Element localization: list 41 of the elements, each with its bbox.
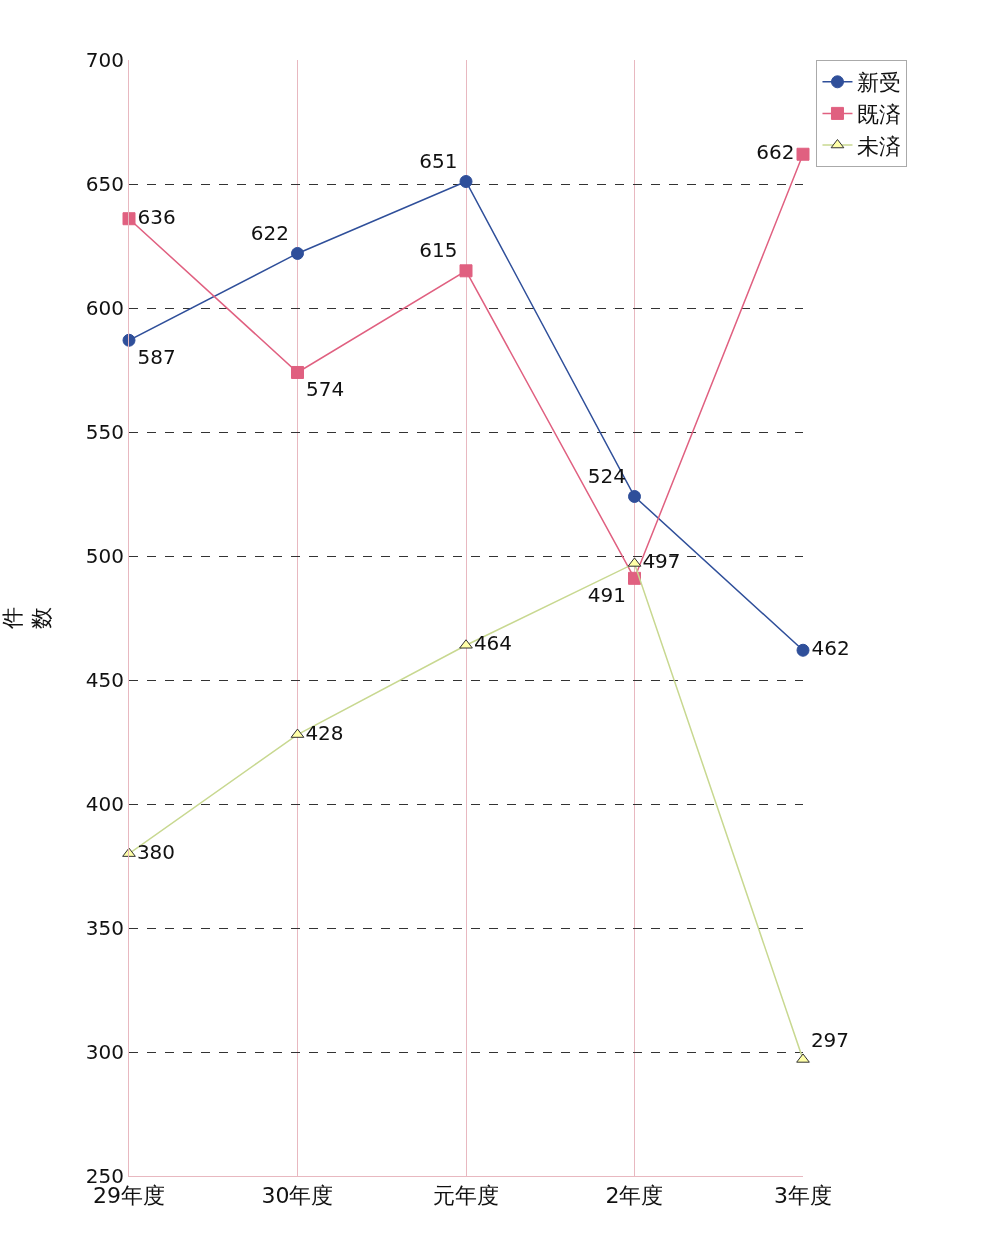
legend-label: 未済 xyxy=(857,133,902,159)
point xyxy=(291,365,304,379)
data-label: 428 xyxy=(305,720,344,745)
point xyxy=(122,333,136,347)
y-tick-label: 450 xyxy=(85,668,124,692)
x-tick-label: 3年度 xyxy=(774,1183,832,1209)
data-label: 636 xyxy=(137,204,176,229)
y-axis-title: 件数 xyxy=(0,607,54,629)
legend-label: 既済 xyxy=(857,101,902,127)
point xyxy=(796,147,810,161)
data-label: 497 xyxy=(642,549,681,574)
point xyxy=(459,175,473,189)
data-label: 651 xyxy=(419,149,458,174)
y-tick-label: 700 xyxy=(85,48,124,72)
point xyxy=(122,212,136,226)
y-tick-label: 400 xyxy=(85,792,124,816)
point xyxy=(628,489,641,503)
y-tick-label: 650 xyxy=(85,172,124,196)
data-label: 622 xyxy=(250,220,289,245)
point xyxy=(459,264,473,278)
data-label: 464 xyxy=(473,631,513,656)
y-tick-label: 300 xyxy=(85,1040,124,1064)
x-tick-label: 元年度 xyxy=(433,1183,499,1209)
legend-label: 新受 xyxy=(857,70,902,96)
data-label: 574 xyxy=(306,376,345,401)
data-label: 297 xyxy=(810,1027,850,1052)
data-label: 524 xyxy=(587,463,626,488)
x-tick-label: 2年度 xyxy=(605,1183,664,1209)
data-label: 615 xyxy=(419,238,458,263)
y-tick-label: 350 xyxy=(85,916,124,940)
x-tick-label: 30年度 xyxy=(261,1183,334,1209)
y-tick-label: 600 xyxy=(85,296,124,320)
data-label: 462 xyxy=(811,636,850,661)
point xyxy=(796,643,810,657)
y-tick-label: 500 xyxy=(85,544,124,568)
data-label: 662 xyxy=(756,140,795,165)
data-label: 491 xyxy=(587,582,626,607)
data-label: 380 xyxy=(136,839,176,864)
point xyxy=(291,246,304,260)
y-tick-label: 550 xyxy=(85,420,124,444)
data-label: 587 xyxy=(137,344,176,369)
